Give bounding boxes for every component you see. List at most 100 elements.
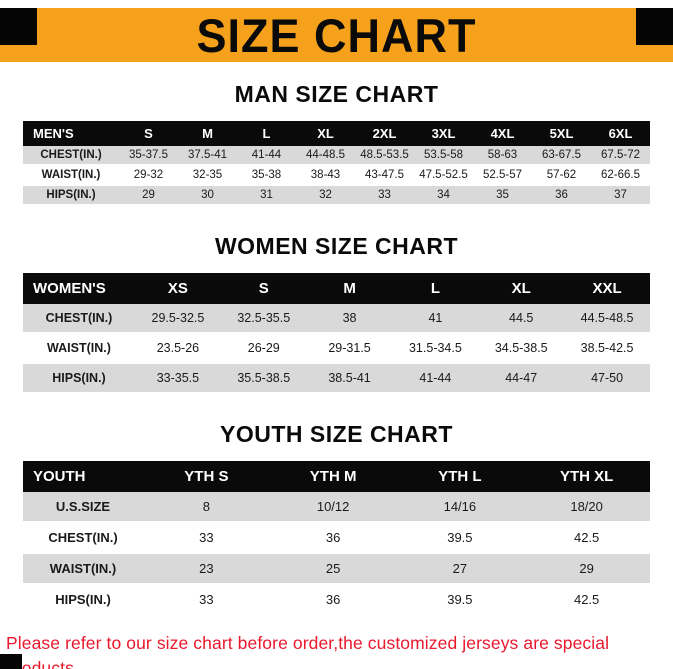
table-header-label: WOMEN'S bbox=[23, 273, 135, 304]
row-label: WAIST(IN.) bbox=[41, 169, 101, 181]
size-header-cell: XL bbox=[478, 273, 565, 304]
row-value: 30 bbox=[201, 189, 214, 201]
row-value: 14/16 bbox=[443, 499, 477, 514]
table-row: HIPS(IN.) 33-35.5 35.5-38.5 38.5-41 41-44 44-… bbox=[23, 363, 650, 393]
row-value: 52.5-57 bbox=[482, 169, 522, 181]
title-banner: SIZE CHART bbox=[0, 8, 673, 62]
row-value: 41-44 bbox=[251, 149, 282, 161]
row-value: 57-62 bbox=[546, 169, 577, 181]
row-value: 43-47.5 bbox=[364, 169, 404, 181]
row-value: 41-44 bbox=[419, 371, 452, 385]
row-value: 36 bbox=[325, 592, 341, 607]
row-label: HIPS(IN.) bbox=[55, 592, 111, 607]
table-header-label: MEN'S bbox=[23, 121, 119, 146]
row-label: CHEST(IN.) bbox=[45, 311, 113, 325]
size-header-cell: XXL bbox=[564, 273, 650, 304]
youth-size-chart-section: YOUTH SIZE CHART YOUTH YTH S YTH M YTH L YTH… bbox=[0, 421, 673, 616]
row-value: 41 bbox=[428, 311, 443, 325]
row-value: 47-50 bbox=[591, 371, 624, 385]
row-value: 38-43 bbox=[310, 169, 341, 181]
row-value: 39.5 bbox=[447, 592, 473, 607]
table-header-row: MEN'S S M L XL 2XL 3XL 4XL 5XL 6XL bbox=[23, 121, 650, 146]
table-row: CHEST(IN.) 33 36 39.5 42.5 bbox=[23, 522, 650, 553]
size-header-cell: 6XL bbox=[591, 121, 650, 146]
row-value: 32-35 bbox=[192, 169, 223, 181]
row-label: CHEST(IN.) bbox=[40, 149, 102, 161]
size-header-cell: L bbox=[392, 273, 479, 304]
row-value: 29 bbox=[579, 561, 594, 576]
size-header-cell: YTH XL bbox=[523, 461, 650, 492]
row-value: 23.5-26 bbox=[156, 341, 200, 355]
women-size-chart-section: WOMEN SIZE CHART WOMEN'S XS S M L XL XXL CHEST(… bbox=[0, 233, 673, 394]
row-value: 33 bbox=[378, 189, 391, 201]
row-value: 29-32 bbox=[133, 169, 164, 181]
row-value: 25 bbox=[325, 561, 341, 576]
size-header-cell: YTH L bbox=[396, 461, 524, 492]
row-value: 32 bbox=[319, 189, 332, 201]
row-value: 44-47 bbox=[505, 371, 538, 385]
row-value: 42.5 bbox=[573, 530, 600, 545]
size-header-cell: L bbox=[237, 121, 296, 146]
row-value: 8 bbox=[202, 499, 210, 514]
row-value: 35 bbox=[496, 189, 509, 201]
table-header-label: YOUTH bbox=[23, 461, 143, 492]
row-value: 44.5-48.5 bbox=[580, 311, 634, 325]
size-header-cell: M bbox=[178, 121, 237, 146]
youth-size-table: YOUTH YTH S YTH M YTH L YTH XL U.S.SIZE 8 10/12… bbox=[23, 461, 650, 616]
row-value: 63-67.5 bbox=[541, 149, 581, 161]
size-header-cell: YTH S bbox=[143, 461, 270, 492]
women-size-chart-title: WOMEN SIZE CHART bbox=[214, 233, 459, 259]
man-size-chart-section: MAN SIZE CHART MEN'S S M L XL 2XL 3XL 4XL 5XL 6XL… bbox=[0, 81, 673, 206]
row-label: HIPS(IN.) bbox=[52, 371, 106, 385]
man-size-chart-title: MAN SIZE CHART bbox=[234, 81, 439, 107]
row-value: 26-29 bbox=[247, 341, 280, 355]
size-header-cell: M bbox=[306, 273, 393, 304]
row-value: 33 bbox=[199, 530, 214, 545]
page-title: SIZE CHART bbox=[196, 8, 477, 62]
row-value: 29.5-32.5 bbox=[151, 311, 205, 325]
row-value: 38.5-42.5 bbox=[580, 341, 634, 355]
row-value: 34 bbox=[437, 189, 450, 201]
size-header-cell: XS bbox=[135, 273, 221, 304]
table-row: U.S.SIZE 8 10/12 14/16 18/20 bbox=[23, 492, 650, 522]
size-header-cell: 2XL bbox=[355, 121, 414, 146]
footer-disclaimer-line1: Please refer to our size chart before or… bbox=[6, 633, 610, 669]
row-value: 34.5-38.5 bbox=[494, 341, 548, 355]
table-row: WAIST(IN.) 23.5-26 26-29 29-31.5 31.5-34.5 34… bbox=[23, 333, 650, 363]
row-label: U.S.SIZE bbox=[55, 499, 111, 514]
row-value: 67.5-72 bbox=[600, 149, 640, 161]
row-value: 62-66.5 bbox=[600, 169, 640, 181]
row-value: 31 bbox=[260, 189, 273, 201]
table-row: WAIST(IN.) 23 25 27 29 bbox=[23, 553, 650, 584]
row-value: 36 bbox=[555, 189, 568, 201]
row-label: HIPS(IN.) bbox=[46, 189, 96, 201]
size-header-cell: 5XL bbox=[532, 121, 591, 146]
row-value: 53.5-58 bbox=[423, 149, 463, 161]
footer-disclaimer: Please refer to our size chart before or… bbox=[0, 631, 673, 669]
row-value: 35-38 bbox=[251, 169, 282, 181]
size-header-cell: YTH M bbox=[269, 461, 397, 492]
row-label: WAIST(IN.) bbox=[49, 561, 117, 576]
row-value: 35-37.5 bbox=[128, 149, 168, 161]
row-value: 10/12 bbox=[316, 499, 350, 514]
bottom-left-corner-square bbox=[0, 654, 22, 669]
row-value: 32.5-35.5 bbox=[237, 311, 291, 325]
table-header-row: YOUTH YTH S YTH M YTH L YTH XL bbox=[23, 461, 650, 492]
table-row: CHEST(IN.) 29.5-32.5 32.5-35.5 38 41 44.5 44.5… bbox=[23, 304, 650, 333]
row-value: 48.5-53.5 bbox=[360, 149, 409, 161]
row-value: 37 bbox=[614, 189, 627, 201]
size-header-cell: XL bbox=[296, 121, 355, 146]
row-value: 29 bbox=[142, 189, 155, 201]
row-value: 44-48.5 bbox=[305, 149, 345, 161]
table-header-row: WOMEN'S XS S M L XL XXL bbox=[23, 273, 650, 304]
table-row: HIPS(IN.) 33 36 39.5 42.5 bbox=[23, 584, 650, 615]
row-value: 35.5-38.5 bbox=[237, 371, 291, 385]
man-size-table: MEN'S S M L XL 2XL 3XL 4XL 5XL 6XL CHEST(IN.) 35-37… bbox=[23, 121, 650, 206]
row-value: 31.5-34.5 bbox=[408, 341, 462, 355]
row-value: 58-63 bbox=[487, 149, 518, 161]
row-value: 38.5-41 bbox=[328, 371, 371, 385]
row-value: 36 bbox=[325, 530, 341, 545]
table-row: CHEST(IN.) 35-37.5 37.5-41 41-44 44-48.5 48.5… bbox=[23, 146, 650, 165]
row-value: 18/20 bbox=[570, 499, 603, 514]
size-header-cell: 4XL bbox=[473, 121, 532, 146]
